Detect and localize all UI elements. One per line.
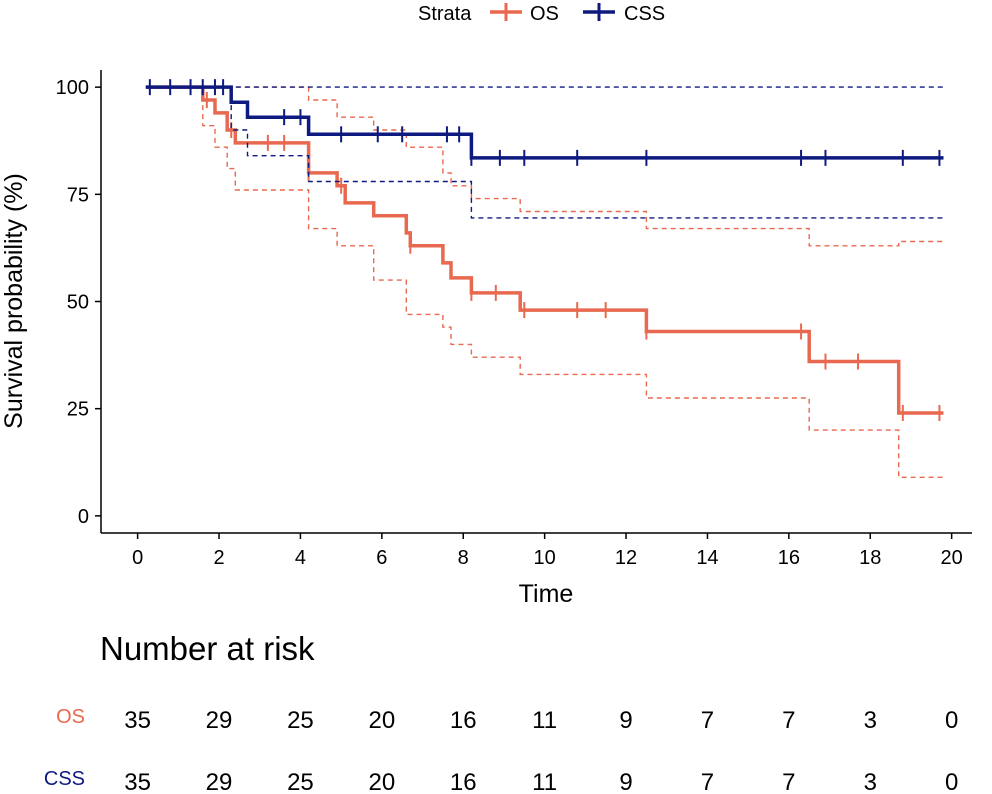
risk-count-os: 16 [450, 707, 477, 734]
series-os-lower-ci [202, 87, 944, 478]
x-tick-label: 20 [941, 547, 963, 569]
x-tick-label: 6 [376, 547, 387, 569]
x-ticks: 0 2 4 6 8 10 12 14 16 18 20 [132, 533, 963, 569]
risk-count-css: 25 [287, 769, 314, 794]
x-tick-label: 2 [213, 547, 224, 569]
y-tick-label: 50 [67, 292, 89, 314]
x-tick-label: 8 [458, 547, 469, 569]
y-tick-label: 100 [56, 77, 89, 99]
y-ticks: 0 25 50 75 100 [56, 77, 101, 528]
risk-count-os: 25 [287, 707, 314, 734]
risk-count-css: 0 [945, 769, 958, 794]
risk-count-css: 35 [124, 769, 151, 794]
risk-count-css: 7 [782, 769, 795, 794]
risk-count-os: 29 [206, 707, 233, 734]
risk-count-os: 0 [945, 707, 958, 734]
x-tick-label: 0 [132, 547, 143, 569]
risk-row-label-css: CSS [44, 768, 85, 790]
risk-count-os: 3 [864, 707, 877, 734]
risk-count-os: 7 [782, 707, 795, 734]
risk-count-os: 35 [124, 707, 151, 734]
y-tick-label: 0 [78, 506, 89, 528]
series-os-curve [145, 85, 944, 415]
risk-count-os: 20 [368, 707, 395, 734]
series-css-lower-ci [230, 87, 944, 219]
risk-count-css: 29 [206, 769, 233, 794]
x-tick-label: 12 [615, 547, 637, 569]
x-tick-label: 10 [534, 547, 556, 569]
risk-row-label-os: OS [56, 706, 85, 728]
risk-count-css: 3 [864, 769, 877, 794]
risk-count-os: 11 [532, 707, 557, 734]
risk-table: Number at risk OS 35 29 25 20 16 11 9 7 7 3 0 CSS 35 2… [44, 630, 958, 794]
legend-label-css: CSS [624, 3, 665, 25]
y-tick-label: 75 [67, 184, 89, 206]
risk-table-title: Number at risk [100, 630, 315, 667]
plot-area [145, 79, 944, 478]
x-axis-title: Time [519, 580, 574, 608]
x-tick-label: 18 [859, 547, 881, 569]
legend: Strata OS CSS [418, 3, 665, 25]
risk-count-css: 11 [532, 769, 557, 794]
x-tick-label: 16 [778, 547, 800, 569]
series-css-curve [145, 85, 944, 160]
axes: 0 25 50 75 100 0 2 4 6 8 10 12 14 16 18 20 Time Surviv… [0, 70, 972, 608]
series-os-upper-ci [227, 86, 944, 247]
legend-key-os [490, 3, 522, 21]
y-axis-title: Survival probability (%) [0, 173, 28, 429]
x-tick-label: 4 [295, 547, 306, 569]
x-tick-label: 14 [696, 547, 718, 569]
risk-count-css: 16 [450, 769, 477, 794]
legend-key-css [583, 3, 615, 21]
y-tick-label: 25 [67, 399, 89, 421]
risk-count-os: 7 [701, 707, 714, 734]
risk-count-css: 9 [619, 769, 632, 794]
risk-count-os: 9 [619, 707, 632, 734]
risk-count-css: 20 [368, 769, 395, 794]
legend-title: Strata [418, 3, 472, 25]
risk-count-css: 7 [701, 769, 714, 794]
series-os [145, 85, 944, 478]
legend-label-os: OS [530, 3, 559, 25]
series-css [145, 79, 944, 219]
